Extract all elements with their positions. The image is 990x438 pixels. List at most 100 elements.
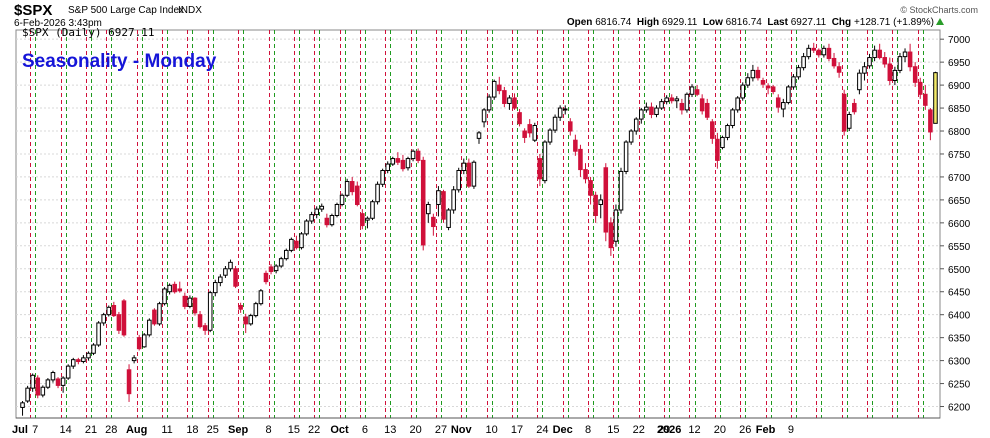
candle — [628, 129, 634, 145]
candle — [35, 375, 41, 399]
candle-body — [557, 107, 563, 118]
candle-body — [877, 49, 882, 59]
candle-body — [360, 213, 365, 227]
y-tick-label: 6400 — [948, 311, 971, 322]
candle-body — [715, 138, 720, 161]
candle-body — [314, 208, 319, 216]
candle — [481, 108, 487, 128]
candle-body — [740, 84, 746, 99]
candle — [218, 274, 223, 287]
x-tick-label: 8 — [265, 424, 271, 436]
candle — [400, 154, 406, 172]
candle — [593, 191, 598, 223]
candle-body — [689, 86, 695, 95]
x-tick-label: Nov — [451, 424, 473, 436]
candle — [324, 213, 330, 228]
candle — [892, 66, 898, 86]
y-tick-label: 6450 — [948, 288, 971, 299]
candle — [116, 311, 122, 334]
candle-body — [248, 315, 254, 325]
candle — [694, 85, 700, 97]
candle — [720, 135, 725, 150]
y-tick-label: 6650 — [948, 196, 971, 207]
candle — [907, 43, 913, 72]
candle — [131, 355, 137, 364]
candle — [928, 108, 933, 141]
x-tick-label: 22 — [633, 424, 645, 436]
candle-body — [50, 372, 56, 381]
candle-body — [644, 106, 649, 111]
candle — [796, 64, 801, 80]
y-tick-label: 6550 — [948, 242, 971, 253]
low-label: Low — [702, 17, 723, 28]
candle-body — [344, 181, 350, 196]
candle — [775, 94, 781, 113]
candle — [253, 301, 259, 318]
candle — [598, 194, 603, 219]
candle-body — [760, 80, 766, 85]
candle-body — [253, 303, 259, 317]
candle-body — [846, 113, 852, 129]
x-tick-label: 29 — [658, 424, 670, 436]
candle — [466, 158, 472, 188]
candle — [502, 86, 507, 108]
candle — [415, 148, 421, 164]
candle-body — [699, 98, 705, 112]
candle-body — [486, 96, 492, 111]
candle-body — [76, 359, 81, 363]
candle-body — [532, 125, 538, 141]
x-tick-label: 20 — [714, 424, 726, 436]
candle-body — [299, 233, 304, 249]
candle — [623, 140, 629, 175]
candle-body — [233, 268, 238, 287]
candle — [755, 66, 761, 81]
candle — [106, 305, 112, 317]
candle — [126, 364, 132, 402]
candle-body — [283, 249, 289, 260]
candle-body — [136, 337, 142, 350]
candle-body — [20, 402, 25, 408]
candle-body — [517, 112, 522, 125]
candle-body — [791, 76, 796, 88]
candle — [745, 73, 751, 88]
candle — [639, 108, 644, 124]
candle-body — [755, 69, 761, 79]
x-tick-label: 12 — [688, 424, 700, 436]
x-tick-label: 27 — [435, 424, 447, 436]
candle-body — [710, 121, 715, 139]
candle-body — [111, 305, 117, 317]
candle — [527, 119, 532, 138]
candle-body — [639, 109, 644, 120]
candle — [385, 161, 390, 174]
candle — [770, 85, 776, 95]
candle-body — [568, 121, 573, 132]
candle — [141, 333, 147, 348]
candle-body — [243, 316, 248, 325]
candle — [40, 385, 46, 398]
candle — [451, 186, 456, 214]
candle-body — [852, 102, 857, 113]
x-tick-label: 24 — [536, 424, 548, 436]
candle — [45, 378, 51, 390]
last-value: 6927.11 — [790, 17, 827, 28]
candle-body — [65, 365, 71, 379]
candle-body — [897, 56, 903, 71]
candle — [268, 264, 274, 275]
candle-body — [309, 214, 314, 222]
candle-body — [471, 161, 477, 187]
candle-body — [182, 295, 188, 307]
candle — [760, 77, 766, 88]
candle-body — [395, 158, 401, 163]
candle — [578, 144, 583, 177]
candle — [289, 237, 294, 253]
candle — [497, 76, 502, 95]
candle — [659, 98, 664, 110]
candle-body — [704, 102, 710, 118]
candle — [390, 156, 396, 166]
candle — [507, 95, 512, 110]
candle — [329, 213, 335, 227]
candle-body — [101, 314, 106, 324]
candle — [233, 266, 238, 289]
candle-body — [674, 98, 680, 102]
exchange-label: INDX — [178, 5, 202, 16]
